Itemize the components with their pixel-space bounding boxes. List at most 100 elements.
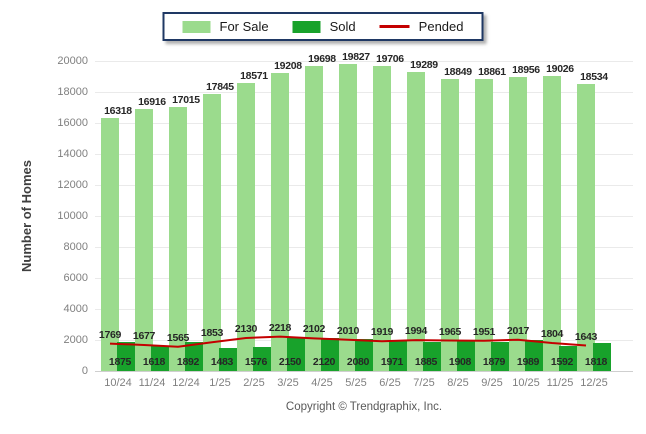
bar-for-sale [101,118,119,371]
legend-label-for-sale: For Sale [219,19,269,34]
sold-value-label: 1576 [244,356,268,368]
for-sale-value-label: 17015 [172,94,200,107]
x-tick-label: 6/25 [379,377,401,389]
x-tick-label: 1/25 [209,377,231,389]
y-tick-label: 2000 [63,334,88,346]
bar-sold [185,341,203,371]
bar-sold [593,342,611,371]
bar-for-sale [441,78,459,371]
x-tick-label: 11/24 [138,377,166,389]
bar-for-sale [577,83,595,371]
bar-for-sale [169,107,187,371]
sold-value-label: 1892 [176,356,200,368]
bar-sold [457,341,475,371]
sold-value-label: 1908 [448,356,472,368]
bar-sold [559,346,577,371]
x-tick-label: 4/25 [311,377,333,389]
bar-for-sale [305,65,323,371]
for-sale-value-label: 19289 [410,59,438,72]
y-tick-label: 20000 [57,55,88,67]
pended-value-label: 1965 [438,325,462,338]
for-sale-swatch-icon [182,20,211,33]
bar-for-sale [543,76,561,371]
y-tick-label: 6000 [63,272,88,284]
bar-for-sale [271,73,289,371]
x-tick-label: 10/25 [512,377,540,389]
sold-value-label: 1483 [210,356,234,368]
gridline [95,92,633,93]
legend-label-pended: Pended [418,19,464,34]
x-tick-label: 12/24 [172,377,200,389]
copyright: Copyright © Trendgraphix, Inc. [285,401,443,413]
sold-value-label: 2150 [278,356,302,368]
y-tick-label: 8000 [63,241,88,253]
bar-for-sale [339,63,357,371]
sold-value-label: 1875 [108,356,132,368]
gridline [95,123,633,124]
pended-value-label: 1994 [404,325,428,338]
for-sale-value-label: 19026 [546,63,574,76]
sold-value-label: 1885 [414,356,438,368]
gridline [95,185,633,186]
bar-sold [525,340,543,371]
gridline [95,216,633,217]
bar-for-sale [373,65,391,371]
pended-value-label: 2017 [506,324,530,337]
bar-sold [253,346,271,371]
pended-line-icon [379,25,410,28]
pended-value-label: 2010 [336,324,360,337]
sold-value-label: 1879 [482,356,506,368]
y-tick-label: 0 [81,365,88,377]
gridline [95,247,633,248]
bar-sold [151,345,169,371]
y-tick-label: 16000 [57,117,88,129]
sold-value-label: 1618 [142,356,166,368]
bar-sold [491,341,509,371]
for-sale-value-label: 18571 [240,70,268,83]
x-tick-label: 10/24 [104,377,132,389]
for-sale-value-label: 18861 [478,65,506,78]
pended-value-label: 1643 [574,330,598,343]
pended-value-label: 2130 [234,322,258,335]
x-tick-label: 2/25 [243,377,265,389]
sold-value-label: 2080 [346,356,370,368]
gridline [95,61,633,62]
legend-item-pended: Pended [379,19,464,34]
bar-for-sale [407,72,425,371]
bar-for-sale [509,77,527,371]
x-tick-label: 5/25 [345,377,367,389]
x-tick-label: 9/25 [481,377,503,389]
legend: For Sale Sold Pended [162,12,484,41]
for-sale-value-label: 16318 [104,105,132,118]
y-tick-label: 10000 [57,210,88,222]
gridline [95,309,633,310]
gridline [95,371,633,372]
x-tick-label: 11/25 [546,377,574,389]
x-tick-label: 12/25 [580,377,608,389]
y-tick-label: 18000 [57,86,88,98]
bar-sold [389,340,407,371]
sold-value-label: 1592 [550,356,574,368]
legend-item-sold: Sold [292,19,356,34]
for-sale-value-label: 18534 [580,70,608,83]
sold-value-label: 2120 [312,356,336,368]
pended-value-label: 2102 [302,323,326,336]
sold-swatch-icon [292,20,321,33]
for-sale-value-label: 19827 [342,50,370,63]
sold-value-label: 1818 [584,356,608,368]
pended-value-label: 1919 [370,326,394,339]
bar-sold [117,341,135,371]
bar-for-sale [203,94,221,371]
sold-value-label: 1989 [516,356,540,368]
for-sale-value-label: 18956 [512,64,540,77]
x-tick-label: 8/25 [447,377,469,389]
bar-for-sale [475,78,493,371]
y-tick-label: 14000 [57,148,88,160]
y-tick-label: 4000 [63,303,88,315]
bar-for-sale [237,83,255,371]
bar-for-sale [135,108,153,371]
sold-value-label: 1971 [380,356,404,368]
x-tick-label: 7/25 [413,377,435,389]
